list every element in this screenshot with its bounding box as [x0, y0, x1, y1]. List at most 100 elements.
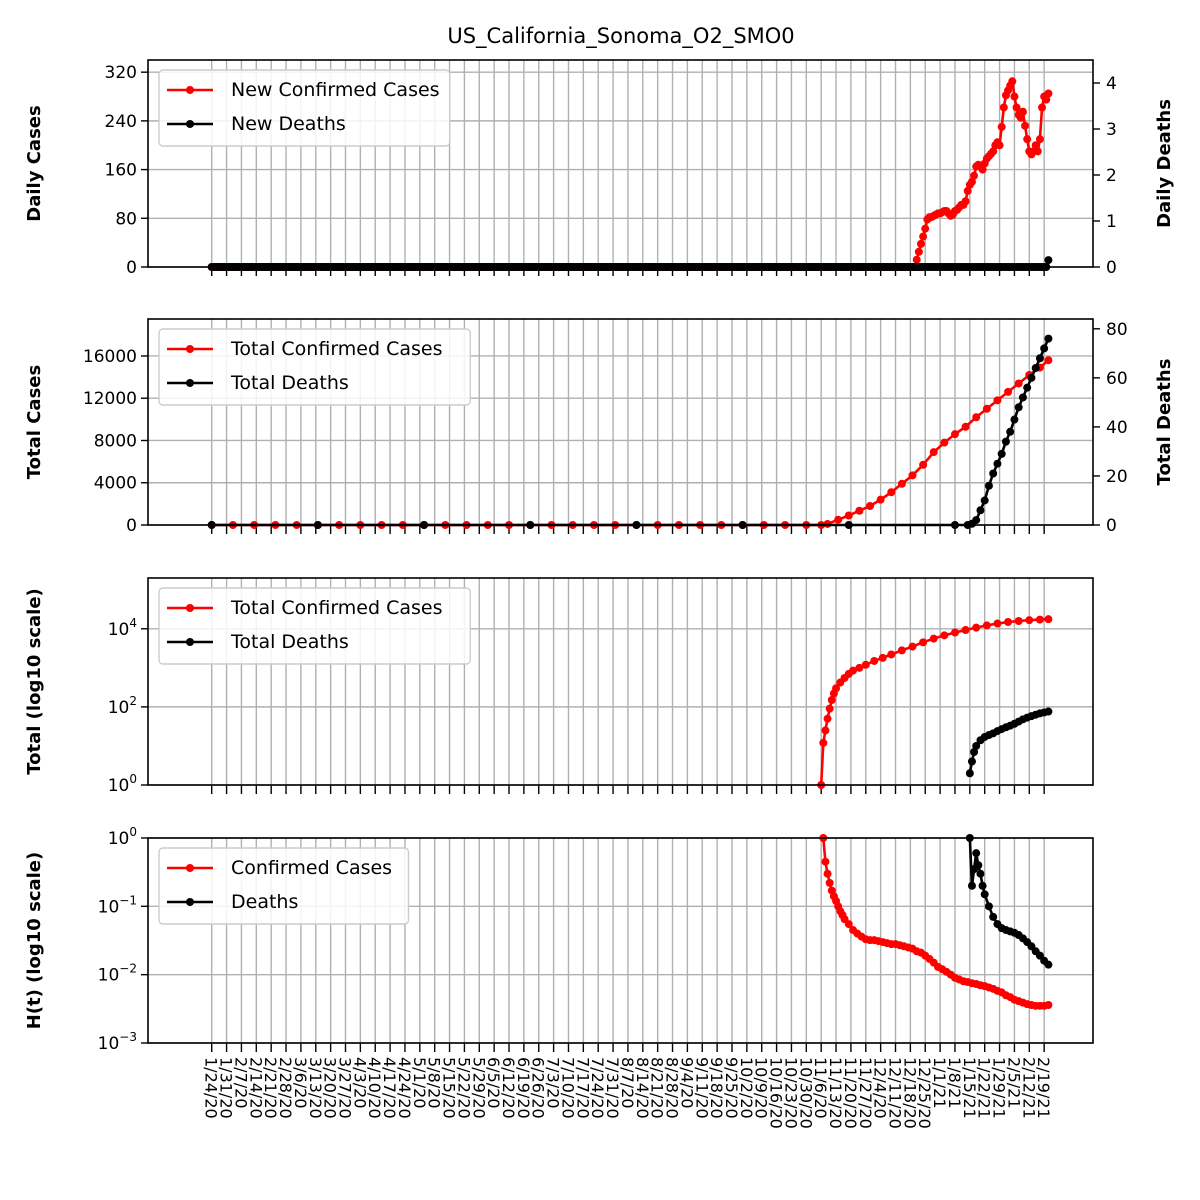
data-point — [961, 626, 970, 635]
data-point — [914, 247, 923, 256]
data-point — [834, 515, 843, 524]
data-point — [978, 165, 987, 174]
x-tick-label: 4/10/20 — [365, 1057, 384, 1119]
x-tick-label: 11/13/20 — [826, 1057, 845, 1129]
data-point — [976, 506, 985, 515]
x-tick-label: 8/28/20 — [663, 1057, 682, 1119]
y-tick-label-right: 2 — [1106, 166, 1117, 186]
data-point — [921, 224, 930, 233]
data-point — [1014, 379, 1023, 388]
data-point — [967, 757, 976, 766]
data-point — [825, 704, 834, 713]
x-tick-label: 9/25/20 — [722, 1057, 741, 1119]
data-point — [1018, 107, 1027, 116]
panels-container: 0 80 160 240 320 0 1 2 3 4 Daily Cases Daily Deaths… — [24, 59, 1175, 1129]
legend-label: New Deaths — [231, 113, 346, 135]
x-tick-label: 3/20/20 — [321, 1057, 340, 1119]
y-axis-label-left: Total Cases — [24, 365, 45, 479]
x-tick-label: 1/29/21 — [990, 1057, 1009, 1119]
x-tick-label: 1/31/20 — [217, 1057, 236, 1119]
data-point — [1044, 89, 1053, 98]
x-tick-label: 2/28/20 — [276, 1057, 295, 1119]
y-tick-label-left: 104 — [108, 616, 137, 640]
data-point — [887, 488, 896, 497]
data-point — [1038, 103, 1047, 112]
data-point — [1044, 356, 1053, 365]
x-tick-label: 7/31/20 — [603, 1057, 622, 1119]
data-point — [866, 501, 875, 510]
y-axis-label-right: Daily Deaths — [1154, 99, 1175, 228]
data-point — [849, 666, 858, 675]
panel-3: 100 102 104 Total (log10 scale) Total Confir… — [24, 577, 1094, 796]
x-tick-label: 2/5/21 — [1004, 1057, 1023, 1109]
x-tick-label: 1/8/21 — [945, 1057, 964, 1109]
data-point — [1012, 103, 1021, 112]
data-point — [972, 741, 981, 750]
data-point — [1008, 77, 1017, 86]
x-tick-label: 1/22/21 — [975, 1057, 994, 1119]
y-tick-label-left: 16000 — [83, 347, 137, 367]
data-point — [1006, 427, 1015, 436]
data-point — [908, 471, 917, 480]
x-tick-label: 9/11/20 — [692, 1057, 711, 1119]
data-point — [897, 646, 906, 655]
data-point — [1035, 615, 1044, 624]
data-point — [878, 653, 887, 662]
x-tick-label: 10/2/20 — [737, 1057, 756, 1119]
y-tick-label-left: 4000 — [94, 474, 137, 494]
legend-box — [158, 69, 451, 147]
data-point — [861, 660, 870, 669]
y-tick-label-right: 4 — [1106, 74, 1117, 94]
data-point — [916, 239, 925, 248]
y-tick-label-left: 0 — [126, 258, 137, 278]
y-axis-label-left: Daily Cases — [24, 105, 45, 221]
y-tick-label-left: 100 — [108, 772, 137, 796]
data-point — [963, 186, 972, 195]
data-point — [1014, 617, 1023, 626]
y-tick-label-left: 10−1 — [98, 893, 137, 917]
y-tick-label-left: 10−3 — [98, 1030, 137, 1054]
data-point — [976, 869, 985, 878]
data-point — [821, 857, 830, 866]
data-point — [995, 141, 1004, 150]
data-point — [1016, 113, 1025, 122]
y-tick-label-left: 320 — [105, 63, 137, 83]
data-point — [844, 511, 853, 520]
y-tick-label-left: 240 — [105, 112, 137, 132]
y-tick-label-left: 0 — [126, 516, 137, 536]
legend-label: Total Confirmed Cases — [230, 338, 443, 360]
x-tick-label: 4/3/20 — [350, 1057, 369, 1109]
data-point — [989, 469, 998, 478]
data-point — [1042, 95, 1051, 104]
x-tick-label: 7/24/20 — [588, 1057, 607, 1119]
x-tick-label: 7/3/20 — [544, 1057, 563, 1109]
y-tick-label-left: 100 — [108, 825, 137, 849]
data-point — [929, 634, 938, 643]
data-point — [870, 656, 879, 665]
data-point — [908, 642, 917, 651]
data-point — [1044, 334, 1053, 343]
data-point — [993, 396, 1002, 405]
data-point — [823, 869, 832, 878]
x-tick-label: 8/14/20 — [633, 1057, 652, 1119]
data-point — [974, 861, 983, 870]
axes-frame — [147, 837, 1094, 1044]
y-axis-label-right: Total Deaths — [1154, 359, 1175, 486]
x-tick-label: 8/21/20 — [648, 1057, 667, 1119]
x-tick-label: 3/13/20 — [306, 1057, 325, 1119]
axes-frame — [147, 59, 1094, 268]
y-tick-label-right: 0 — [1106, 258, 1117, 278]
data-point — [950, 628, 959, 637]
legend-marker — [186, 345, 194, 353]
x-tick-label: 11/27/20 — [856, 1057, 875, 1129]
data-point — [919, 232, 928, 241]
data-point — [1035, 135, 1044, 144]
x-tick-label: 7/17/20 — [573, 1057, 592, 1119]
data-point — [950, 430, 959, 439]
data-point — [989, 147, 998, 156]
legend-marker — [186, 379, 194, 387]
data-point — [823, 714, 832, 723]
data-point — [1044, 1000, 1053, 1009]
data-point — [821, 726, 830, 735]
